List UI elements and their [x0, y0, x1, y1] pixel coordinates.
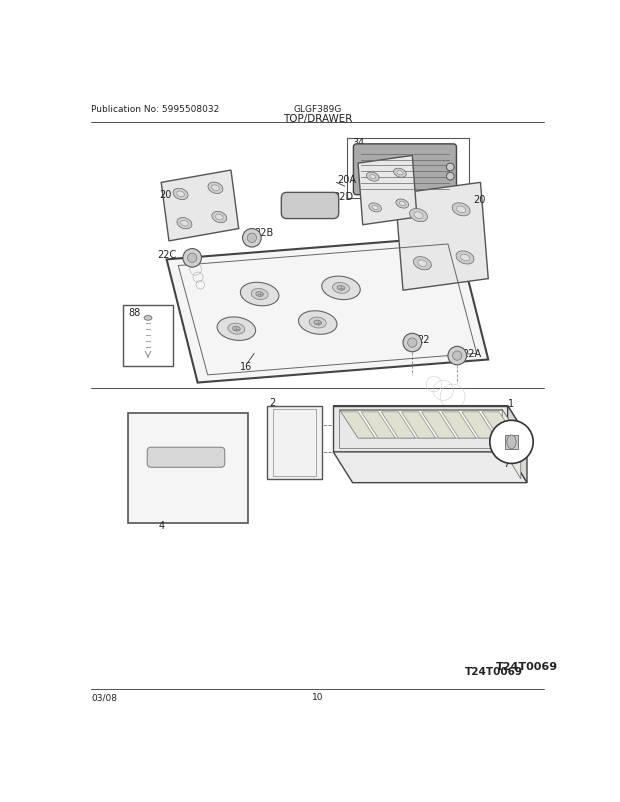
Ellipse shape: [418, 261, 427, 267]
Ellipse shape: [507, 435, 516, 449]
Text: 22B: 22B: [254, 228, 273, 238]
Ellipse shape: [241, 283, 279, 306]
Text: 20: 20: [159, 190, 171, 200]
Ellipse shape: [228, 324, 245, 334]
Ellipse shape: [211, 186, 219, 192]
Text: GLGF389G: GLGF389G: [293, 105, 342, 114]
Ellipse shape: [452, 204, 470, 217]
Ellipse shape: [173, 189, 188, 200]
Ellipse shape: [456, 252, 474, 265]
Ellipse shape: [399, 202, 405, 206]
Ellipse shape: [144, 316, 152, 321]
Ellipse shape: [251, 290, 268, 300]
Text: T24T0069: T24T0069: [465, 666, 523, 676]
Text: 20A: 20A: [337, 175, 356, 185]
Ellipse shape: [446, 164, 454, 172]
Polygon shape: [347, 139, 469, 199]
Polygon shape: [267, 406, 322, 480]
Text: 7: 7: [503, 458, 509, 468]
Text: T24T0069: T24T0069: [496, 661, 558, 671]
Text: 10: 10: [312, 692, 324, 702]
Text: 22A: 22A: [462, 348, 481, 358]
Ellipse shape: [490, 421, 533, 464]
Polygon shape: [167, 237, 489, 383]
Polygon shape: [441, 412, 476, 439]
Ellipse shape: [396, 200, 409, 209]
Ellipse shape: [216, 215, 223, 221]
Polygon shape: [341, 412, 375, 439]
Ellipse shape: [183, 249, 202, 268]
Text: 22C: 22C: [157, 249, 177, 260]
Polygon shape: [128, 414, 248, 523]
Ellipse shape: [298, 311, 337, 335]
Text: 03/08: 03/08: [92, 692, 117, 702]
Polygon shape: [402, 412, 435, 439]
FancyBboxPatch shape: [281, 193, 339, 219]
Text: 16: 16: [241, 361, 252, 371]
Ellipse shape: [372, 206, 378, 210]
Ellipse shape: [322, 277, 360, 300]
Text: 34: 34: [353, 138, 365, 148]
Polygon shape: [505, 435, 518, 449]
Ellipse shape: [453, 351, 462, 361]
Text: 20: 20: [472, 195, 485, 205]
Ellipse shape: [446, 173, 454, 180]
Text: 22D: 22D: [334, 192, 353, 202]
FancyBboxPatch shape: [353, 144, 456, 196]
Text: 4: 4: [159, 520, 165, 530]
Ellipse shape: [314, 321, 322, 326]
Ellipse shape: [337, 286, 345, 291]
Ellipse shape: [242, 229, 261, 248]
Text: 2: 2: [270, 397, 276, 407]
Ellipse shape: [180, 221, 188, 227]
Polygon shape: [334, 406, 527, 437]
Text: TOP/DRAWER: TOP/DRAWER: [283, 115, 352, 124]
Ellipse shape: [394, 169, 406, 178]
Ellipse shape: [232, 327, 240, 331]
Ellipse shape: [177, 218, 192, 229]
Text: 22: 22: [417, 335, 430, 345]
Ellipse shape: [247, 234, 257, 243]
Text: eReplacementParts.com: eReplacementParts.com: [241, 334, 394, 347]
Ellipse shape: [408, 338, 417, 348]
Ellipse shape: [461, 255, 469, 261]
Polygon shape: [381, 412, 415, 439]
Ellipse shape: [366, 172, 379, 182]
Ellipse shape: [448, 347, 467, 366]
FancyBboxPatch shape: [148, 448, 224, 468]
Polygon shape: [482, 412, 516, 439]
Ellipse shape: [187, 254, 197, 263]
Polygon shape: [508, 406, 527, 483]
Polygon shape: [396, 183, 489, 291]
Ellipse shape: [212, 212, 227, 224]
Polygon shape: [161, 171, 239, 241]
Polygon shape: [422, 412, 456, 439]
Text: Publication No: 5995508032: Publication No: 5995508032: [92, 105, 219, 114]
Ellipse shape: [309, 318, 326, 329]
Ellipse shape: [370, 176, 376, 180]
Ellipse shape: [208, 183, 223, 194]
Polygon shape: [334, 406, 508, 452]
Polygon shape: [334, 452, 527, 483]
Ellipse shape: [217, 318, 255, 341]
Ellipse shape: [456, 207, 466, 213]
FancyBboxPatch shape: [123, 306, 173, 367]
Polygon shape: [462, 412, 496, 439]
Polygon shape: [340, 410, 521, 439]
Polygon shape: [358, 156, 417, 225]
Ellipse shape: [414, 257, 432, 270]
Ellipse shape: [332, 283, 350, 294]
Ellipse shape: [403, 334, 422, 352]
Ellipse shape: [177, 192, 184, 197]
Ellipse shape: [369, 204, 381, 213]
Polygon shape: [502, 410, 521, 480]
Text: 88: 88: [129, 307, 141, 318]
Ellipse shape: [409, 209, 428, 222]
Ellipse shape: [397, 172, 403, 176]
Text: 1: 1: [508, 399, 514, 409]
Polygon shape: [361, 412, 396, 439]
Ellipse shape: [414, 213, 423, 219]
Ellipse shape: [256, 292, 264, 297]
